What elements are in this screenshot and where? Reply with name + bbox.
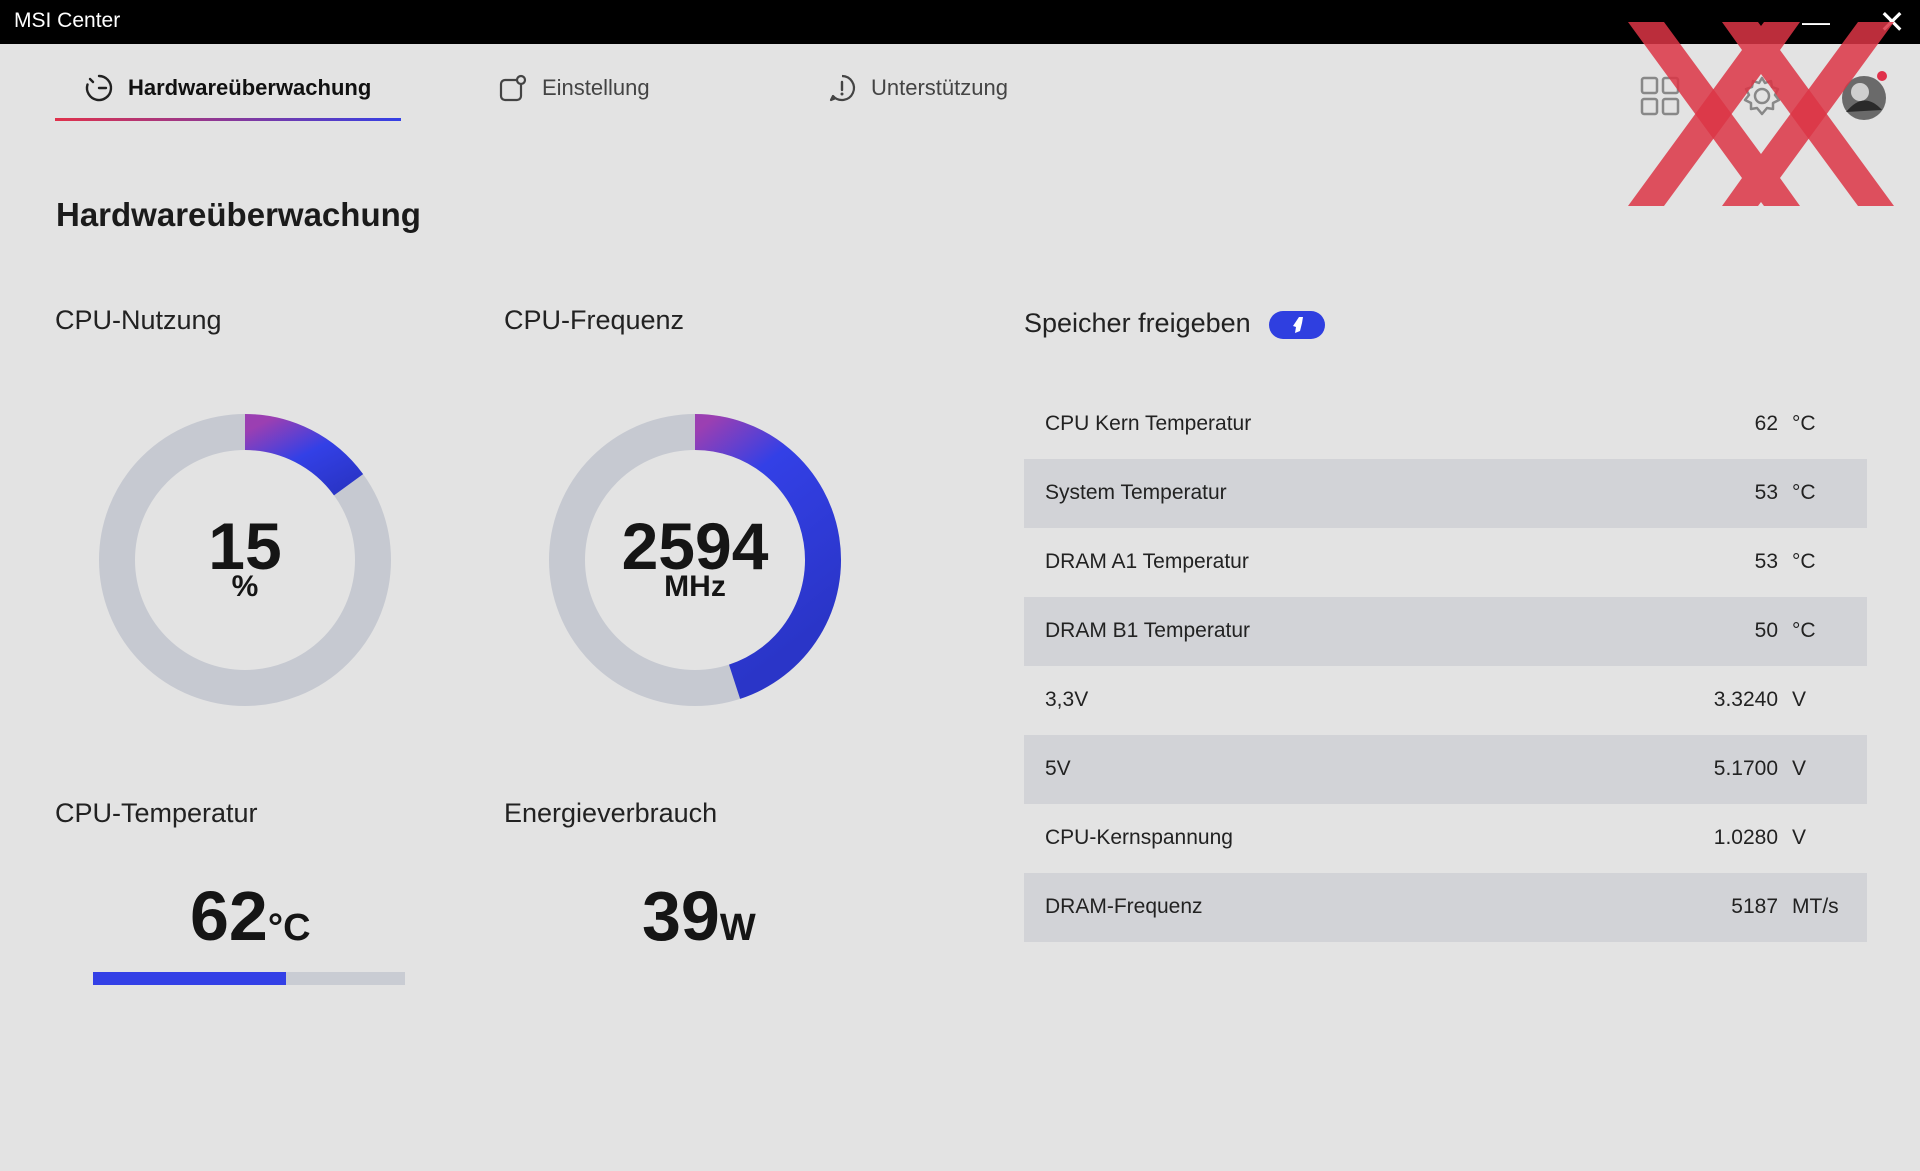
sensor-label: 3,3V <box>1045 688 1089 711</box>
memory-release-button[interactable] <box>1269 311 1325 339</box>
sensor-value: 53 <box>1754 550 1778 573</box>
main-tabs: Hardwareüberwachung Einstellung Unterstü… <box>0 44 1600 124</box>
cpu-frequency-value: 2594 <box>621 509 769 583</box>
sensor-value: 1.0280 <box>1713 826 1778 849</box>
cpu-frequency-label: CPU-Frequenz <box>504 305 685 335</box>
cpu-temperature-bar <box>93 972 405 985</box>
sensor-label: CPU-Kernspannung <box>1045 826 1233 849</box>
sensor-value: 5.1700 <box>1713 757 1778 780</box>
page-title: Hardwareüberwachung <box>56 196 421 233</box>
sensor-value: 62 <box>1754 412 1778 435</box>
power-value: 39 <box>642 877 720 955</box>
cpu-usage-unit: % <box>231 570 259 603</box>
sensor-unit: MT/s <box>1792 895 1839 918</box>
sensor-row: System Temperatur 53 °C <box>1024 459 1867 528</box>
sensor-table: CPU Kern Temperatur 62 °C System Temperatur… <box>1024 390 1867 942</box>
power-unit: W <box>719 907 756 949</box>
tab-unterstuetzung[interactable]: Unterstützung <box>827 68 1008 108</box>
sensor-unit: °C <box>1792 412 1816 435</box>
sensor-label: DRAM-Frequenz <box>1045 895 1203 918</box>
user-avatar-icon[interactable] <box>1838 70 1890 122</box>
title-bar: MSI Center — ✕ <box>0 0 1920 44</box>
sensor-row: DRAM B1 Temperatur 50 °C <box>1024 597 1867 666</box>
sensor-row: CPU Kern Temperatur 62 °C <box>1024 390 1867 459</box>
sensor-label: DRAM B1 Temperatur <box>1045 619 1251 642</box>
cpu-usage-arc <box>244 414 364 496</box>
settings-square-icon <box>499 74 527 102</box>
cpu-usage-value: 15 <box>208 509 282 583</box>
sensor-value: 3.3240 <box>1713 688 1778 711</box>
cpu-temperature-unit: °C <box>267 907 311 949</box>
cpu-temperature-reading: 62°C <box>190 876 311 956</box>
sensor-label: CPU Kern Temperatur <box>1045 412 1252 435</box>
cpu-temperature-bar-fill <box>93 972 287 985</box>
tab-label: Hardwareüberwachung <box>128 75 372 100</box>
sensor-row: CPU-Kernspannung 1.0280 V <box>1024 804 1867 873</box>
active-tab-underline <box>55 118 401 121</box>
rocket-icon <box>1293 317 1303 333</box>
support-alert-icon <box>829 74 856 102</box>
power-reading: 39W <box>642 876 756 956</box>
sensor-row: 5V 5.1700 V <box>1024 735 1867 804</box>
sensor-row: DRAM A1 Temperatur 53 °C <box>1024 528 1867 597</box>
sensor-label: 5V <box>1045 757 1071 780</box>
memory-release-label: Speicher freigeben <box>1024 308 1251 338</box>
cpu-frequency-arc <box>694 414 841 699</box>
sensor-value: 5187 <box>1731 895 1778 918</box>
tab-label: Einstellung <box>542 75 650 100</box>
sensor-label: System Temperatur <box>1045 481 1227 504</box>
tab-hardwareueberwachung[interactable]: Hardwareüberwachung <box>84 68 371 108</box>
app-title: MSI Center <box>14 9 121 32</box>
cpu-temperature-label: CPU-Temperatur <box>55 798 258 828</box>
tab-label: Unterstützung <box>871 75 1008 100</box>
cpu-usage-label: CPU-Nutzung <box>55 305 222 335</box>
cpu-frequency-unit: MHz <box>664 570 726 603</box>
sensor-value: 53 <box>1754 481 1778 504</box>
minimize-button[interactable]: — <box>1802 6 1830 37</box>
tab-einstellung[interactable]: Einstellung <box>498 68 650 108</box>
sensor-unit: °C <box>1792 481 1816 504</box>
sensor-unit: V <box>1792 688 1807 711</box>
xx-watermark-logo <box>1628 22 1894 206</box>
cpu-usage-gauge: 15 % <box>85 400 405 720</box>
cpu-frequency-gauge: 2594 MHz <box>535 400 855 720</box>
monitor-gauge-icon <box>85 74 113 102</box>
sensor-row: 3,3V 3.3240 V <box>1024 666 1867 735</box>
sensor-unit: °C <box>1792 550 1816 573</box>
sensor-row: DRAM-Frequenz 5187 MT/s <box>1024 873 1867 942</box>
power-label: Energieverbrauch <box>504 798 718 828</box>
sensor-unit: °C <box>1792 619 1816 642</box>
sensor-unit: V <box>1792 826 1807 849</box>
sensor-unit: V <box>1792 757 1807 780</box>
sensor-value: 50 <box>1754 619 1778 642</box>
cpu-temperature-value: 62 <box>190 877 268 955</box>
sensor-label: DRAM A1 Temperatur <box>1045 550 1249 573</box>
